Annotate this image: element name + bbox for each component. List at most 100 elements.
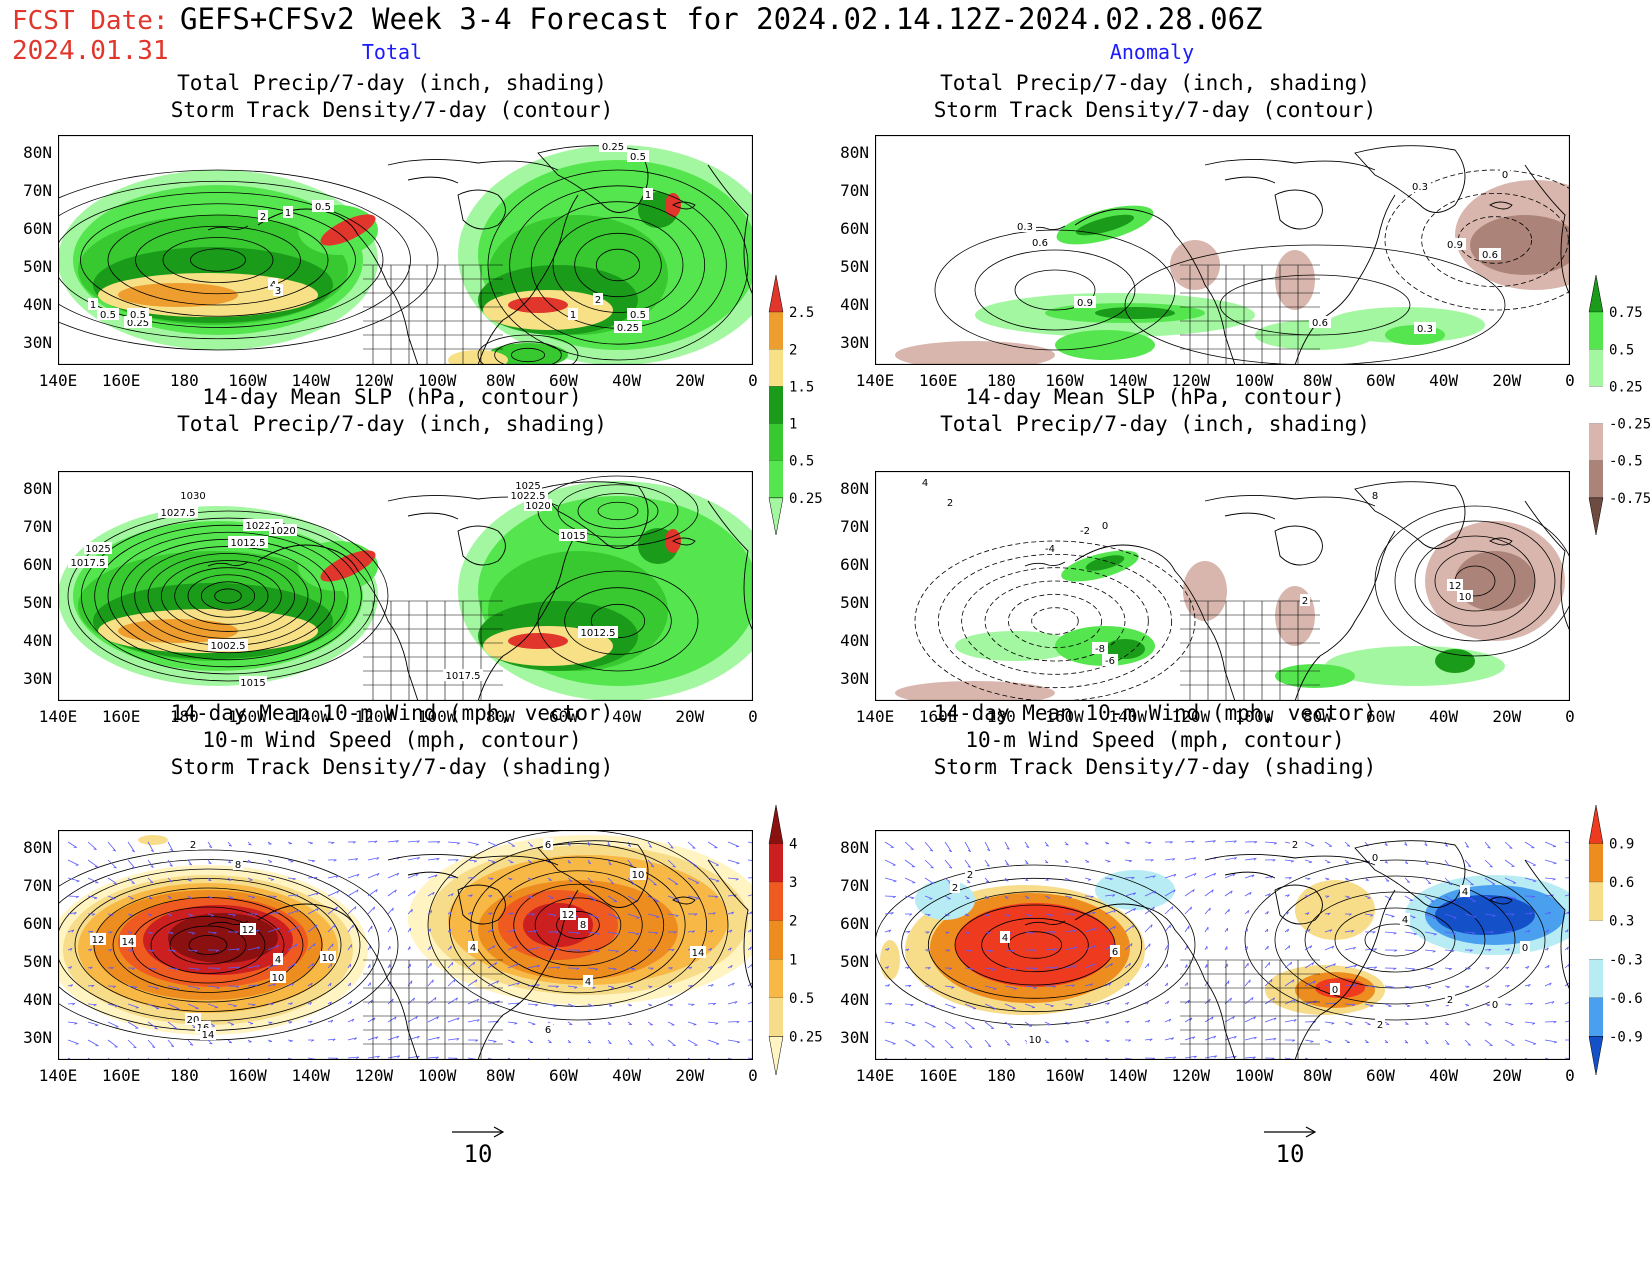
map-frame	[874, 134, 1571, 366]
wind-vector	[407, 890, 416, 897]
contour-label: 1002.5	[211, 641, 246, 652]
longitude-tick-label: 100W	[1234, 1066, 1274, 1085]
longitude-tick-label: 140W	[1108, 1066, 1147, 1085]
map-frame	[874, 829, 1571, 1061]
wind-vector	[1544, 841, 1557, 847]
panel6-title-line3: Storm Track Density/7-day (shading)	[933, 755, 1377, 779]
wind-vector	[1304, 877, 1311, 879]
colorbar-tick-label: 0.5	[789, 454, 814, 470]
wind-vector	[727, 1001, 738, 1005]
wind-vector	[1244, 1056, 1256, 1059]
colorbar-tick-label: 0.5	[1609, 342, 1634, 358]
fcst-date-value: 2024.01.31	[12, 36, 169, 66]
longitude-tick-label: 160E	[101, 1066, 141, 1085]
longitude-tick-label: 160E	[101, 371, 141, 390]
wind-vector	[1044, 948, 1057, 951]
wind-vector	[1504, 859, 1515, 867]
wind-vector	[347, 1056, 359, 1059]
shaded-field	[955, 631, 1075, 661]
wind-vector	[1524, 859, 1536, 866]
contour-layer	[914, 505, 1576, 702]
wind-vector	[287, 943, 298, 951]
wind-vector	[247, 1021, 254, 1024]
longitude-tick-label: 20W	[675, 707, 705, 726]
wind-vector	[127, 1003, 139, 1008]
wind-vector	[1304, 980, 1316, 987]
longitude-tick-label: 0	[748, 1066, 758, 1085]
wind-vector	[884, 1021, 895, 1024]
wind-vector	[87, 841, 97, 850]
shaded-field	[1275, 664, 1355, 688]
colorbar-tick-label: 4	[789, 837, 797, 853]
wind-vector	[1304, 859, 1313, 863]
latitude-tick-label: 80N	[840, 479, 869, 499]
contour-label: 0	[1502, 170, 1508, 181]
wind-vector	[904, 841, 914, 850]
contour-label-bg	[1444, 238, 1466, 250]
wind-vector	[607, 913, 620, 919]
panel2-title-line2: Storm Track Density/7-day (contour)	[933, 98, 1377, 122]
wind-vector	[627, 913, 640, 919]
wind-vector	[267, 927, 280, 933]
wind-vector	[647, 877, 657, 886]
contour-label-bg	[578, 626, 618, 638]
colorbar-tick-label: 0.6	[1609, 875, 1634, 891]
wind-vector	[187, 1003, 199, 1009]
colorbar-tick-label: 0.3	[1609, 914, 1634, 930]
panel5-title-line1: 14-day Mean 10-m Wind (mph, vector)	[170, 701, 614, 725]
contour-label: 0.6	[1312, 318, 1328, 329]
wind-vector	[147, 1039, 156, 1048]
wind-vector	[1404, 877, 1411, 883]
wind-vector	[1224, 908, 1230, 915]
wind-vector	[667, 841, 674, 849]
wind-vector	[1464, 841, 1469, 848]
wind-vector	[707, 984, 714, 987]
wind-vector	[1184, 873, 1197, 879]
wind-vector	[347, 924, 354, 933]
wind-vector	[107, 877, 117, 884]
wind-vector	[227, 841, 232, 847]
wind-vector	[1464, 1021, 1470, 1026]
wind-vector	[924, 859, 934, 869]
colorbar-tick-label: -0.75	[1609, 491, 1650, 507]
slp-total-map: 10301027.510251017.51022.510201012.51002…	[57, 470, 778, 702]
wind-vector	[87, 1039, 99, 1047]
wind-vector	[307, 962, 314, 969]
wind-vector	[487, 928, 494, 933]
latitude-tick-label: 30N	[23, 333, 52, 353]
wind-vector	[1024, 841, 1030, 849]
contour-label: 0.6	[1482, 250, 1498, 261]
wind-vector	[167, 1003, 180, 1010]
contour-label: 4	[585, 977, 591, 988]
wind-vector	[367, 925, 373, 933]
wind-vector	[687, 841, 696, 849]
wind-vector	[1064, 984, 1075, 987]
wind-vector	[127, 859, 136, 869]
wind-vector	[567, 931, 580, 934]
wind-vector	[147, 967, 157, 970]
longitude-tick-label: 160W	[228, 707, 267, 726]
wind-vector	[507, 912, 514, 915]
wind-vector	[247, 965, 260, 969]
contour-label: 8	[1372, 491, 1378, 502]
wind-vector	[1144, 1038, 1153, 1041]
precip-anomaly-map: 0.3 0.6 0.9 0.6 0.3 0.3 0.9 0.6 0	[874, 134, 1615, 369]
wind-vector	[904, 1003, 914, 1006]
contour-label-bg	[1077, 524, 1093, 536]
contour-label: 2	[595, 295, 601, 306]
wind-vector	[607, 931, 620, 935]
wind-vector	[207, 985, 220, 989]
colorbar-bin	[1589, 843, 1603, 883]
wind-vector	[964, 841, 971, 852]
contour-label: 2	[260, 212, 266, 223]
wind-vector	[167, 1021, 177, 1029]
wind-vector	[1324, 859, 1331, 863]
wind-vector	[1304, 1039, 1314, 1042]
wind-vector	[387, 926, 392, 933]
wind-vector	[347, 858, 358, 861]
wind-vector	[487, 962, 497, 969]
contour-label: 0.5	[100, 310, 116, 321]
wind-vector	[247, 946, 260, 951]
longitude-tick-label: 20W	[1492, 707, 1522, 726]
